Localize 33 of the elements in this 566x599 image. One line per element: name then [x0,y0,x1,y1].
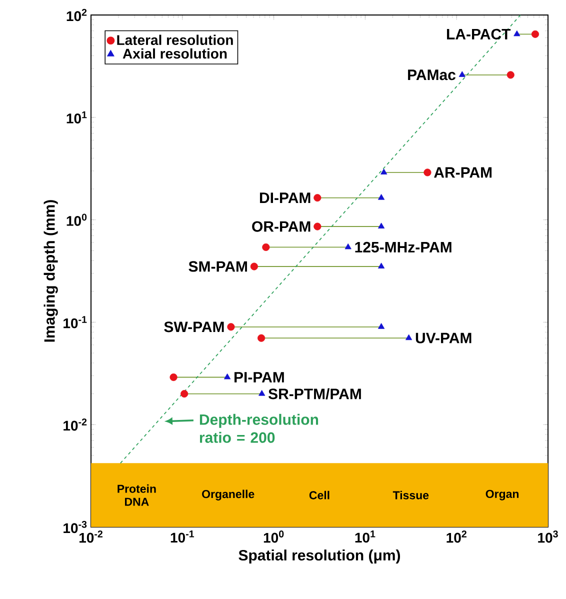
x-tick-label: 10$^{0}$ [264,530,284,543]
annotation: DI-PAM [260,192,310,203]
annotation: SR-PTM/PAM [268,388,361,400]
annotation: Organ [486,490,519,500]
y-tick-label: 10$^{2}$ [66,8,87,22]
x-tick-label: 10$^{-1}$ [170,530,194,543]
x-tick-label: 10$^{3}$ [538,530,558,543]
x-tick-label: 10$^{-2}$ [79,530,103,543]
annotation: AR-PAM [434,167,492,178]
y-axis-title: Imaging depth (mm) [44,200,58,342]
annotation: UV-PAM [416,332,472,344]
annotation: SM-PAM [188,261,247,272]
annotation: LA-PACT [447,28,511,40]
y-tick-label: 10$^{-3}$ [64,520,87,534]
y-tick-label: 10$^{0}$ [66,214,87,226]
annotation: PAMac [408,70,456,80]
y-tick-label: 10$^{-2}$ [64,418,87,431]
annotation: Tissue [392,490,429,500]
y-tick-label: 10$^{1}$ [66,111,87,124]
annotation: Cell [309,490,330,500]
legend-label: Lateral resolution [117,34,233,46]
legend-label: Depth-resolution ratio = 200 [200,414,318,443]
annotation: Organelle [202,490,254,500]
annotation: SW-PAM [164,322,224,332]
x-tick-label: 10$^{2}$ [446,530,466,543]
x-tick-label: 10$^{1}$ [355,530,376,543]
annotation: OR-PAM [252,221,310,232]
x-axis-title: Spatial resolution (μm) [238,550,400,564]
y-tick-label: 10$^{-1}$ [64,316,87,328]
annotation: PI-PAM [234,372,284,382]
legend-label: Axial resolution [122,48,227,59]
annotation: 125-MHz-PAM [355,242,452,253]
annotation: Protein DNA [118,484,156,506]
